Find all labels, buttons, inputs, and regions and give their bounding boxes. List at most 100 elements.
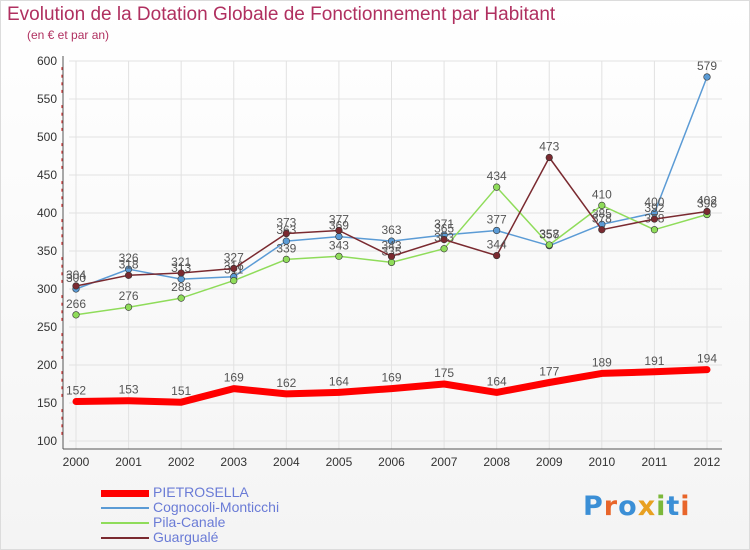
data-label-pila-canale: 266: [66, 297, 86, 311]
data-label-pietrosella: 164: [487, 374, 507, 388]
logo-letter: P: [583, 491, 604, 522]
x-tick-label: 2003: [220, 455, 247, 469]
data-label-guargual: 402: [697, 193, 717, 207]
data-label-guargual: 473: [539, 140, 559, 154]
data-label-cognocoli-monticchi: 369: [329, 219, 349, 233]
data-point-pila-canale: [598, 201, 606, 209]
data-label-cognocoli-monticchi: 300: [66, 271, 86, 285]
data-label-cognocoli-monticchi: 326: [119, 251, 139, 265]
data-point-guargual: [545, 153, 553, 162]
data-label-pila-canale: 398: [697, 197, 717, 211]
data-label-guargual: 365: [434, 222, 454, 236]
legend-label-cognocoli-monticchi: Cognocoli-Monticchi: [153, 499, 280, 515]
x-tick-label: 2002: [168, 455, 195, 469]
x-tick-label: 2011: [642, 455, 668, 469]
series-line-pietrosella: [72, 366, 711, 406]
data-point-guargual: [598, 226, 606, 234]
data-point-pila-canale: [545, 241, 553, 249]
data-label-guargual: 321: [171, 255, 191, 269]
data-point-pila-canale: [387, 258, 396, 267]
legend-swatch-pietrosella: [101, 489, 149, 497]
y-tick-label: 200: [37, 358, 57, 372]
data-label-guargual: 378: [592, 212, 612, 226]
data-label-pietrosella: 164: [329, 374, 349, 388]
data-point-pila-canale: [124, 303, 133, 311]
data-label-guargual: 343: [381, 238, 401, 252]
data-point-guargual: [703, 207, 711, 216]
logo-letter: o: [618, 491, 638, 522]
data-label-cognocoli-monticchi: 363: [381, 223, 401, 237]
data-label-guargual: 392: [644, 201, 664, 215]
data-label-cognocoli-monticchi: 313: [171, 261, 191, 275]
data-label-guargual: 373: [276, 216, 296, 230]
data-label-pietrosella: 175: [434, 366, 454, 380]
data-point-guargual: [493, 251, 501, 260]
logo-letter: i: [680, 491, 691, 522]
x-tick-label: 2007: [431, 455, 458, 469]
data-point-guargual: [282, 229, 290, 238]
x-tick-label: 2008: [483, 455, 510, 469]
data-label-pila-canale: 410: [592, 187, 612, 201]
data-label-guargual: 344: [487, 238, 507, 252]
y-tick-label: 100: [37, 434, 57, 448]
x-tick-label: 2005: [326, 455, 353, 469]
legend-label-guargualé: Guargualé: [153, 529, 219, 545]
logo-letter: r: [603, 491, 619, 522]
data-label-pietrosella: 153: [119, 383, 139, 397]
data-label-pila-canale: 339: [276, 241, 296, 255]
data-label-pietrosella: 169: [224, 371, 244, 385]
x-tick-label: 2009: [536, 455, 563, 469]
data-point-guargual: [72, 282, 80, 290]
data-label-pietrosella: 169: [381, 371, 401, 385]
proxiti-logo: Proxiti: [583, 491, 691, 522]
data-point-guargual: [440, 236, 448, 244]
data-label-cognocoli-monticchi: 579: [697, 59, 717, 73]
data-label-pietrosella: 189: [592, 355, 612, 369]
data-point-guargual: [177, 269, 185, 277]
data-point-pila-canale: [650, 226, 659, 234]
legend-swatch-guargualé: [101, 536, 149, 539]
data-point-guargual: [124, 271, 133, 279]
data-point-guargual: [230, 264, 238, 273]
x-tick-label: 2001: [115, 455, 142, 469]
data-label-pietrosella: 191: [644, 354, 664, 368]
y-tick-label: 300: [37, 282, 57, 296]
data-point-pila-canale: [493, 183, 501, 191]
y-tick-label: 450: [37, 168, 57, 182]
chart-title: Evolution de la Dotation Globale de Fonc…: [7, 4, 556, 25]
data-point-pila-canale: [282, 255, 290, 263]
data-label-pila-canale: 276: [119, 289, 139, 303]
legend-swatch-cognocoli-monticchi: [101, 506, 149, 509]
data-point-pila-canale: [335, 252, 343, 260]
data-label-guargual: 318: [119, 257, 139, 271]
y-tick-label: 500: [37, 130, 57, 144]
data-label-cognocoli-monticchi: 371: [434, 217, 454, 231]
logo-letter: t: [666, 491, 681, 522]
x-tick-label: 2004: [273, 455, 300, 469]
data-label-pila-canale: 288: [171, 280, 191, 294]
data-point-cognocoli-monticchi: [703, 73, 711, 81]
data-point-cognocoli-monticchi: [493, 226, 501, 235]
x-tick-label: 2000: [63, 455, 90, 469]
data-point-guargual: [335, 226, 343, 235]
y-tick-label: 150: [37, 396, 57, 410]
data-label-cognocoli-monticchi: 357: [539, 228, 559, 242]
x-tick-label: 2012: [694, 455, 721, 469]
data-label-pietrosella: 151: [171, 384, 191, 398]
data-label-pila-canale: 343: [329, 238, 349, 252]
data-point-pila-canale: [177, 294, 185, 302]
x-tick-label: 2010: [588, 455, 615, 469]
y-tick-label: 400: [37, 206, 57, 220]
data-point-pila-canale: [72, 311, 80, 319]
plot-area: 100 150 200 250 300 350 400 450 500 550 600 2000 200…: [37, 54, 722, 469]
data-label-cognocoli-monticchi: 377: [487, 212, 507, 226]
data-label-guargual: 327: [224, 250, 244, 264]
data-label-guargual: 377: [329, 212, 349, 226]
data-label-pila-canale: 434: [487, 169, 507, 183]
data-point-pila-canale: [230, 277, 238, 285]
legend-swatch-pila-canale: [101, 521, 149, 524]
data-label-pietrosella: 152: [66, 383, 86, 397]
legend-label-pila-canale: Pila-Canale: [153, 514, 226, 530]
data-point-cognocoli-monticchi: [387, 237, 396, 245]
